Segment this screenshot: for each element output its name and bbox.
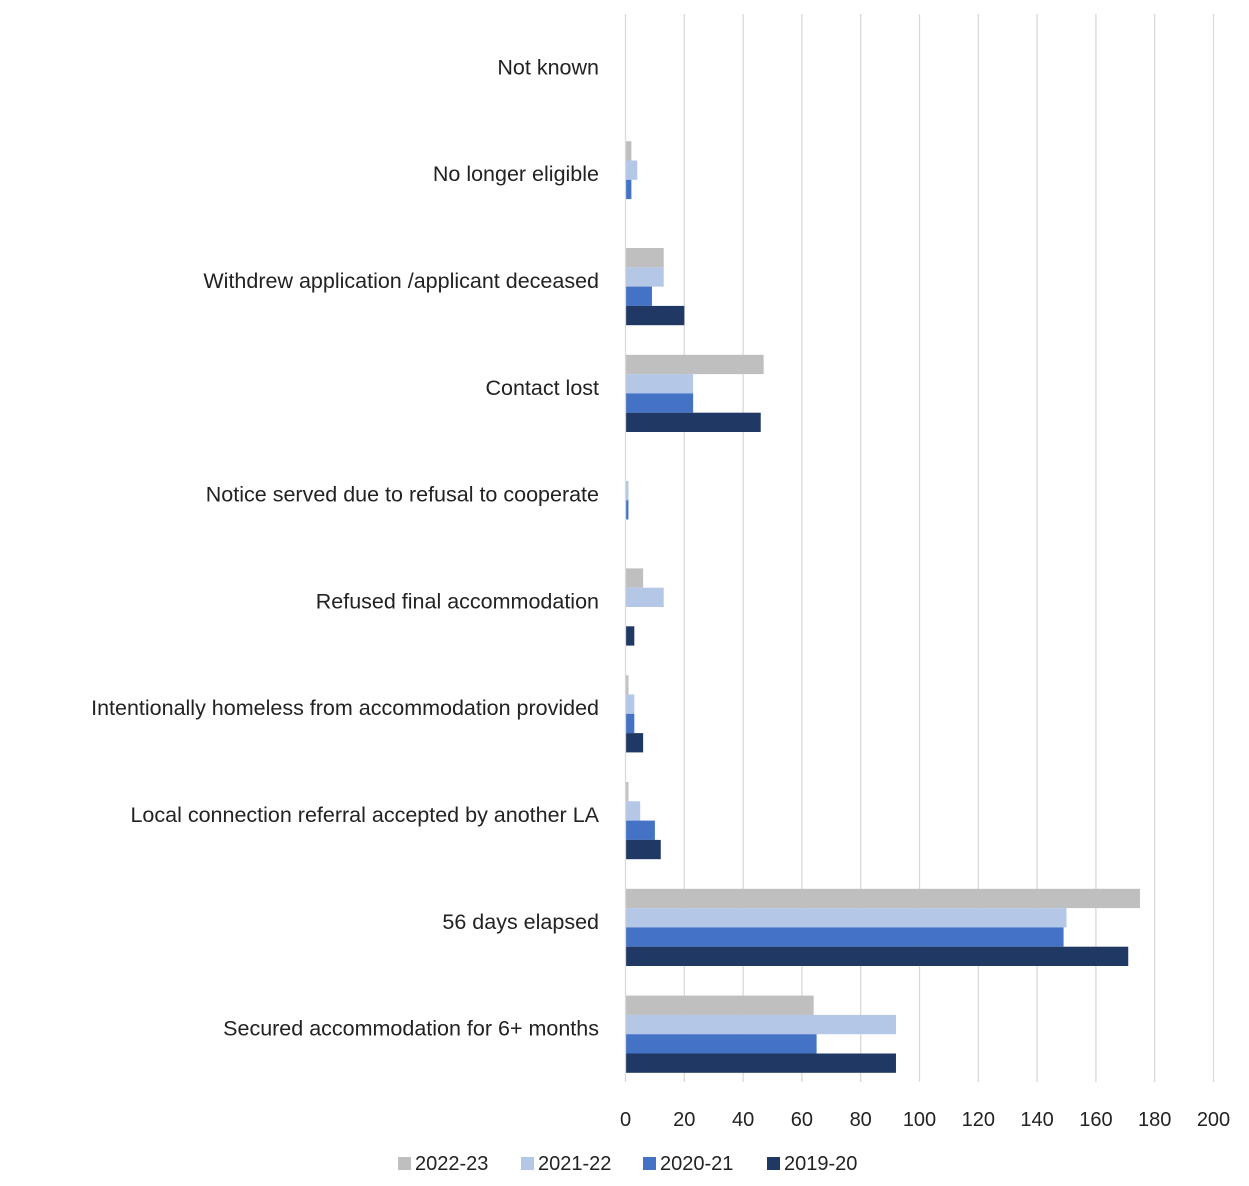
bar-2021-22 [625, 267, 664, 287]
bar-2022-23 [625, 888, 1140, 909]
bar-2020-21 [625, 500, 629, 520]
legend-swatch [767, 1157, 780, 1170]
legend-label: 2021-22 [538, 1153, 611, 1175]
category-label: Not known [497, 55, 599, 79]
bar-2022-23 [625, 675, 629, 695]
bar-2021-22 [625, 908, 1067, 928]
x-tick-label: 0 [620, 1109, 631, 1131]
bar-2019-20 [625, 946, 1129, 966]
bar-2022-23 [625, 141, 632, 161]
x-tick-label: 120 [962, 1109, 995, 1131]
category-labels: Not known No longer eligible Withdrew appl… [91, 55, 600, 1040]
category-label: Notice served due to refusal to cooperat… [206, 483, 599, 507]
legend-label: 2019-20 [784, 1153, 857, 1175]
bar-2020-21 [625, 393, 694, 413]
x-tick-label: 100 [903, 1109, 936, 1131]
bar-2022-23 [625, 248, 664, 268]
bar-2021-22 [625, 694, 635, 714]
axes: 0 20 40 60 80 100 120 140 160 180 200 [620, 14, 1230, 1131]
category-label: 56 days elapsed [442, 910, 599, 934]
legend-swatch [398, 1157, 411, 1170]
bar-2021-22 [625, 587, 664, 607]
x-tick-label: 200 [1197, 1109, 1230, 1131]
bar-2021-22 [625, 160, 638, 180]
bar-2021-22 [625, 374, 694, 394]
bar-2019-20 [625, 733, 644, 753]
legend-swatch [521, 1157, 534, 1170]
x-tick-label: 40 [732, 1109, 754, 1131]
legend-label: 2020-21 [660, 1153, 733, 1175]
bar-2021-22 [625, 480, 629, 501]
bar-2019-20 [625, 1053, 896, 1073]
category-label: Secured accommodation for 6+ months [223, 1017, 599, 1041]
legend-swatch [643, 1157, 656, 1170]
bar-2022-23 [625, 568, 644, 588]
bar-2020-21 [625, 820, 655, 840]
x-tick-label: 180 [1138, 1109, 1171, 1131]
bar-2020-21 [625, 1034, 817, 1054]
legend-label: 2022-23 [415, 1153, 488, 1175]
bar-2021-22 [625, 801, 641, 821]
bar-2022-23 [625, 782, 629, 802]
bars [625, 141, 1140, 1073]
bar-2020-21 [625, 286, 652, 306]
x-tick-label: 140 [1020, 1109, 1053, 1131]
bar-2019-20 [625, 305, 685, 326]
x-tick-label: 160 [1079, 1109, 1112, 1131]
bar-2020-21 [625, 179, 632, 200]
bar-2019-20 [625, 412, 761, 432]
category-label: Contact lost [485, 376, 599, 400]
x-tick-label: 80 [850, 1109, 872, 1131]
category-label: Local connection referral accepted by an… [130, 803, 599, 827]
x-tick-label: 60 [791, 1109, 813, 1131]
x-tick-label: 20 [673, 1109, 695, 1131]
bar-2022-23 [625, 995, 814, 1015]
bar-2019-20 [625, 626, 635, 646]
category-label: Withdrew application /applicant deceased [203, 269, 599, 293]
bar-2020-21 [625, 713, 635, 734]
category-label: Intentionally homeless from accommodatio… [91, 696, 599, 720]
gridlines [683, 14, 1215, 1082]
bar-2022-23 [625, 354, 764, 375]
legend: 2022-23 2021-22 2020-21 2019-20 [398, 1153, 857, 1175]
bar-2020-21 [625, 927, 1064, 947]
category-label: No longer eligible [433, 162, 599, 186]
bar-2019-20 [625, 839, 661, 860]
bar-2021-22 [625, 1014, 896, 1035]
category-label: Refused final accommodation [316, 589, 599, 613]
